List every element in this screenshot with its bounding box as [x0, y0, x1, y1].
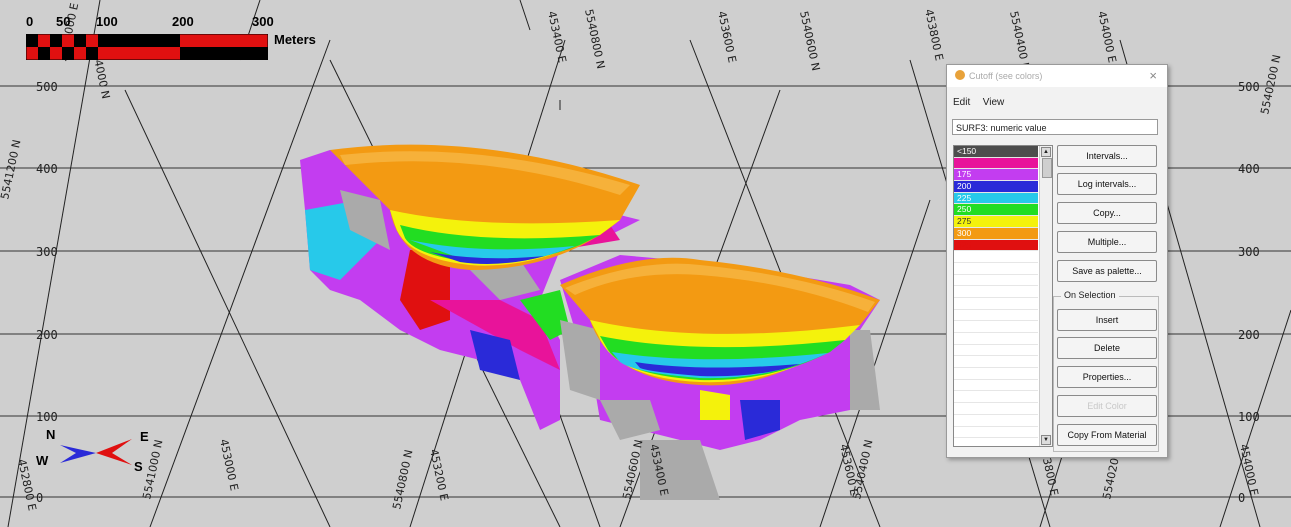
grid-label: 454000 E	[1095, 10, 1119, 64]
interval-empty-row[interactable]	[954, 345, 1038, 357]
multiple-button[interactable]: Multiple...	[1057, 231, 1157, 253]
interval-item[interactable]: 300	[954, 227, 1038, 240]
interval-item[interactable]: 150	[954, 157, 1038, 170]
interval-item[interactable]: 250	[954, 204, 1038, 217]
scale-tick: 0	[26, 14, 34, 29]
grid-label: 5540800 N	[390, 449, 415, 511]
copy-from-material-button[interactable]: Copy From Material	[1057, 424, 1157, 446]
interval-empty-row[interactable]	[954, 263, 1038, 275]
elevation-label: 100	[36, 410, 58, 424]
elevation-label: 400	[36, 162, 58, 176]
interval-empty-row[interactable]	[954, 415, 1038, 427]
save-as-palette-button[interactable]: Save as palette...	[1057, 260, 1157, 282]
on-selection-label: On Selection	[1061, 290, 1119, 300]
attribute-field[interactable]: SURF3: numeric value	[952, 119, 1158, 135]
edit-color-button[interactable]: Edit Color	[1057, 395, 1157, 417]
scroll-up-icon[interactable]: ▲	[1041, 147, 1051, 157]
scale-bar-graphic	[26, 34, 268, 60]
cutoff-dialog[interactable]: Cutoff (see colors) × Edit View SURF3: n…	[946, 64, 1168, 458]
interval-item[interactable]: 200	[954, 181, 1038, 193]
interval-empty-row[interactable]	[954, 275, 1038, 287]
grid-label: 5540200 N	[1258, 54, 1283, 116]
elevation-label: 400	[1238, 162, 1260, 176]
compass-west: W	[36, 453, 49, 468]
orebody-east	[560, 255, 880, 500]
interval-empty-row[interactable]	[954, 321, 1038, 333]
app-icon	[955, 70, 965, 80]
grid-label: 5540800 N	[582, 8, 607, 70]
scale-tick: 100	[96, 14, 118, 29]
scale-tick: 50	[56, 14, 71, 29]
scroll-thumb[interactable]	[1042, 158, 1052, 178]
interval-item[interactable]: 275	[954, 216, 1038, 228]
copy-button[interactable]: Copy...	[1057, 202, 1157, 224]
compass-north: N	[46, 427, 56, 442]
close-icon[interactable]: ×	[1149, 68, 1157, 83]
elevation-label: 0	[1238, 491, 1245, 505]
elevation-label: 100	[1238, 410, 1260, 424]
menu-view[interactable]: View	[982, 97, 1005, 108]
interval-empty-row[interactable]	[954, 356, 1038, 369]
interval-empty-row[interactable]	[954, 427, 1038, 439]
dialog-title: Cutoff (see colors)	[969, 71, 1043, 81]
elevation-label: 200	[36, 328, 58, 342]
compass-south: S	[134, 459, 143, 474]
scale-unit: Meters	[274, 32, 316, 47]
grid-label: 5540400 N	[1007, 10, 1032, 72]
elevation-label: 500	[36, 80, 58, 94]
properties-button[interactable]: Properties...	[1057, 366, 1157, 388]
grid-label: 5540600 N	[797, 10, 822, 72]
elevation-label: 0	[36, 491, 43, 505]
interval-list[interactable]: <150 150 175 200 225 250 275 300 325 ▲ ▼	[953, 145, 1053, 447]
list-scrollbar[interactable]: ▲ ▼	[1039, 146, 1052, 446]
interval-item[interactable]: 325	[954, 239, 1038, 252]
insert-button[interactable]: Insert	[1057, 309, 1157, 331]
interval-empty-row[interactable]	[954, 298, 1038, 310]
interval-empty-row[interactable]	[954, 333, 1038, 345]
elevation-label: 300	[1238, 245, 1260, 259]
grid-label: 453200 E	[427, 448, 451, 502]
interval-empty-row[interactable]	[954, 380, 1038, 392]
menu-edit[interactable]: Edit	[953, 97, 971, 108]
elevation-labels: 500 400 300 200 100 0 500 400 300 200 10…	[36, 80, 1260, 505]
compass-arrow-icon	[60, 439, 132, 465]
elevation-label: 500	[1238, 80, 1260, 94]
interval-empty-row[interactable]	[954, 310, 1038, 322]
elevation-label: 200	[1238, 328, 1260, 342]
grid-label: 454000 E	[1237, 443, 1261, 497]
grid-label: 5541200 N	[0, 139, 24, 201]
interval-empty-row[interactable]	[954, 286, 1038, 298]
log-intervals-button[interactable]: Log intervals...	[1057, 173, 1157, 195]
delete-button[interactable]: Delete	[1057, 337, 1157, 359]
grid-label: 453800 E	[922, 8, 946, 62]
interval-empty-row[interactable]	[954, 403, 1038, 415]
compass: N E W S	[30, 425, 160, 485]
grid-label: 453000 E	[217, 438, 241, 492]
scroll-down-icon[interactable]: ▼	[1041, 435, 1051, 445]
dialog-titlebar[interactable]: Cutoff (see colors) ×	[947, 65, 1167, 87]
interval-empty-row[interactable]	[954, 251, 1038, 263]
intervals-button[interactable]: Intervals...	[1057, 145, 1157, 167]
compass-east: E	[140, 429, 149, 444]
scale-bar: 0 50 100 200 300 Meters	[22, 14, 316, 64]
orebody-west	[300, 144, 640, 430]
interval-item[interactable]: 225	[954, 192, 1038, 205]
menu-bar: Edit View	[953, 97, 1014, 108]
interval-item[interactable]: <150	[954, 146, 1038, 158]
elevation-label: 300	[36, 245, 58, 259]
interval-empty-row[interactable]	[954, 368, 1038, 380]
interval-empty-row[interactable]	[954, 391, 1038, 404]
grid-label: 453600 E	[715, 10, 739, 64]
interval-item[interactable]: 175	[954, 169, 1038, 182]
grid-label: 453400 E	[545, 10, 569, 64]
scale-tick: 200	[172, 14, 194, 29]
scale-tick: 300	[252, 14, 274, 29]
